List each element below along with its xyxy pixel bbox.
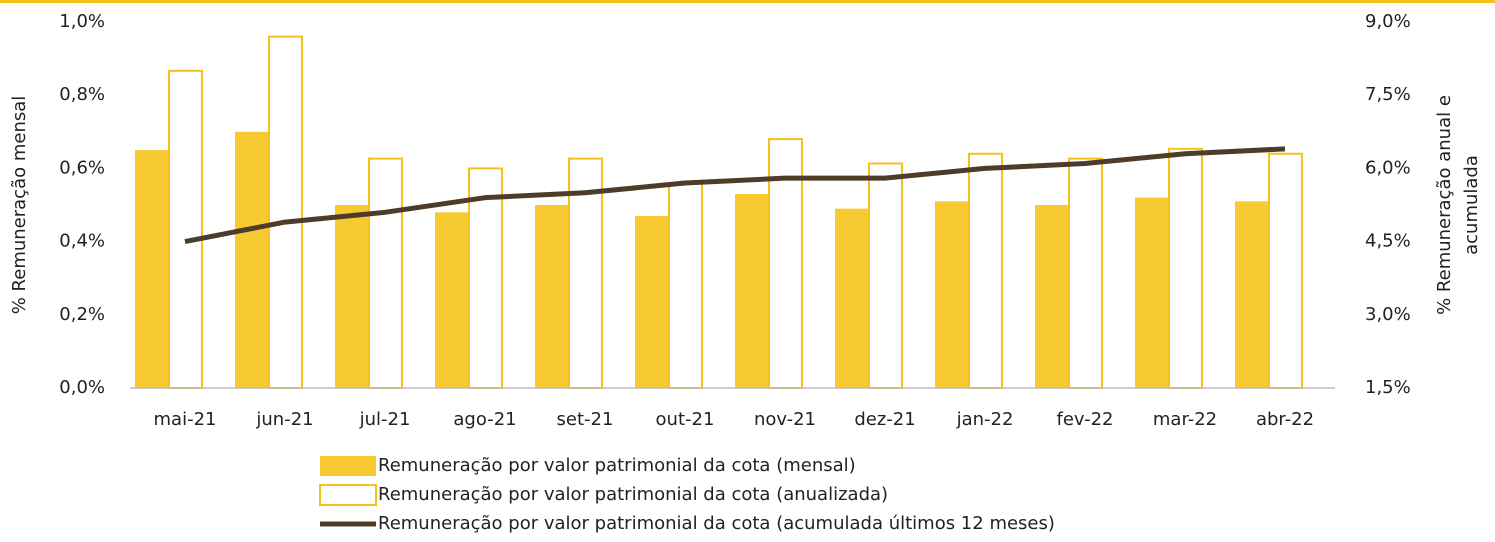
legend-label: Remuneração por valor patrimonial da cot… xyxy=(378,513,1055,534)
y2-axis-title: % Remuneração anual e xyxy=(1434,95,1455,315)
y2-tick-label: 4,5% xyxy=(1365,231,1411,252)
bar xyxy=(835,208,868,388)
bar xyxy=(1168,147,1203,389)
x-tick-label: abr-22 xyxy=(1256,409,1314,430)
legend-swatch xyxy=(319,484,377,506)
bar xyxy=(235,131,268,389)
x-tick-label: nov-21 xyxy=(754,409,816,430)
legend-label: Remuneração por valor patrimonial da cot… xyxy=(378,455,856,476)
x-tick-label: set-21 xyxy=(557,409,614,430)
x-tick-label: fev-22 xyxy=(1057,409,1114,430)
bar xyxy=(668,182,703,389)
bar xyxy=(268,35,303,389)
bar xyxy=(468,167,503,389)
bar xyxy=(368,157,403,389)
bar xyxy=(1035,205,1068,388)
y2-tick-label: 3,0% xyxy=(1365,304,1411,325)
y-axis-title: % Remuneração mensal xyxy=(9,96,30,315)
y-tick-label: 0,4% xyxy=(59,231,105,252)
bar xyxy=(968,152,1003,389)
bar xyxy=(935,201,968,388)
y-tick-label: 0,8% xyxy=(59,84,105,105)
legend-item: Remuneração por valor patrimonial da cot… xyxy=(320,513,1055,534)
y2-axis-title: acumulada xyxy=(1461,155,1482,255)
x-tick-label: jan-22 xyxy=(956,409,1014,430)
legend-label: Remuneração por valor patrimonial da cot… xyxy=(378,484,888,505)
bar xyxy=(335,205,368,388)
y-tick-label: 0,0% xyxy=(59,377,105,398)
y-tick-label: 0,6% xyxy=(59,157,105,178)
x-tick-label: jun-21 xyxy=(255,409,313,430)
bar xyxy=(535,205,568,388)
y2-tick-label: 9,0% xyxy=(1365,11,1411,32)
bar xyxy=(1235,201,1268,388)
line xyxy=(184,146,1286,245)
top-rule xyxy=(0,0,1495,3)
y2-tick-label: 1,5% xyxy=(1365,377,1411,398)
bar xyxy=(135,150,168,388)
x-tick-label: ago-21 xyxy=(453,409,516,430)
x-tick-label: mar-22 xyxy=(1153,409,1217,430)
bar xyxy=(435,212,468,388)
x-tick-label: dez-21 xyxy=(854,409,915,430)
bar xyxy=(1268,152,1303,389)
legend-item: Remuneração por valor patrimonial da cot… xyxy=(320,455,856,476)
legend-item: Remuneração por valor patrimonial da cot… xyxy=(319,484,888,506)
bar xyxy=(1068,157,1103,389)
x-tick-label: out-21 xyxy=(656,409,715,430)
y-tick-label: 1,0% xyxy=(59,11,105,32)
x-tick-label: jul-21 xyxy=(359,409,411,430)
bar xyxy=(868,162,903,389)
legend-swatch xyxy=(320,456,376,476)
x-tick-label: mai-21 xyxy=(154,409,217,430)
y2-tick-label: 7,5% xyxy=(1365,84,1411,105)
y-tick-label: 0,2% xyxy=(59,304,105,325)
y2-tick-label: 6,0% xyxy=(1365,157,1411,178)
bar xyxy=(1135,197,1168,388)
bar xyxy=(168,69,203,390)
bar xyxy=(735,194,768,388)
bar xyxy=(635,215,668,388)
